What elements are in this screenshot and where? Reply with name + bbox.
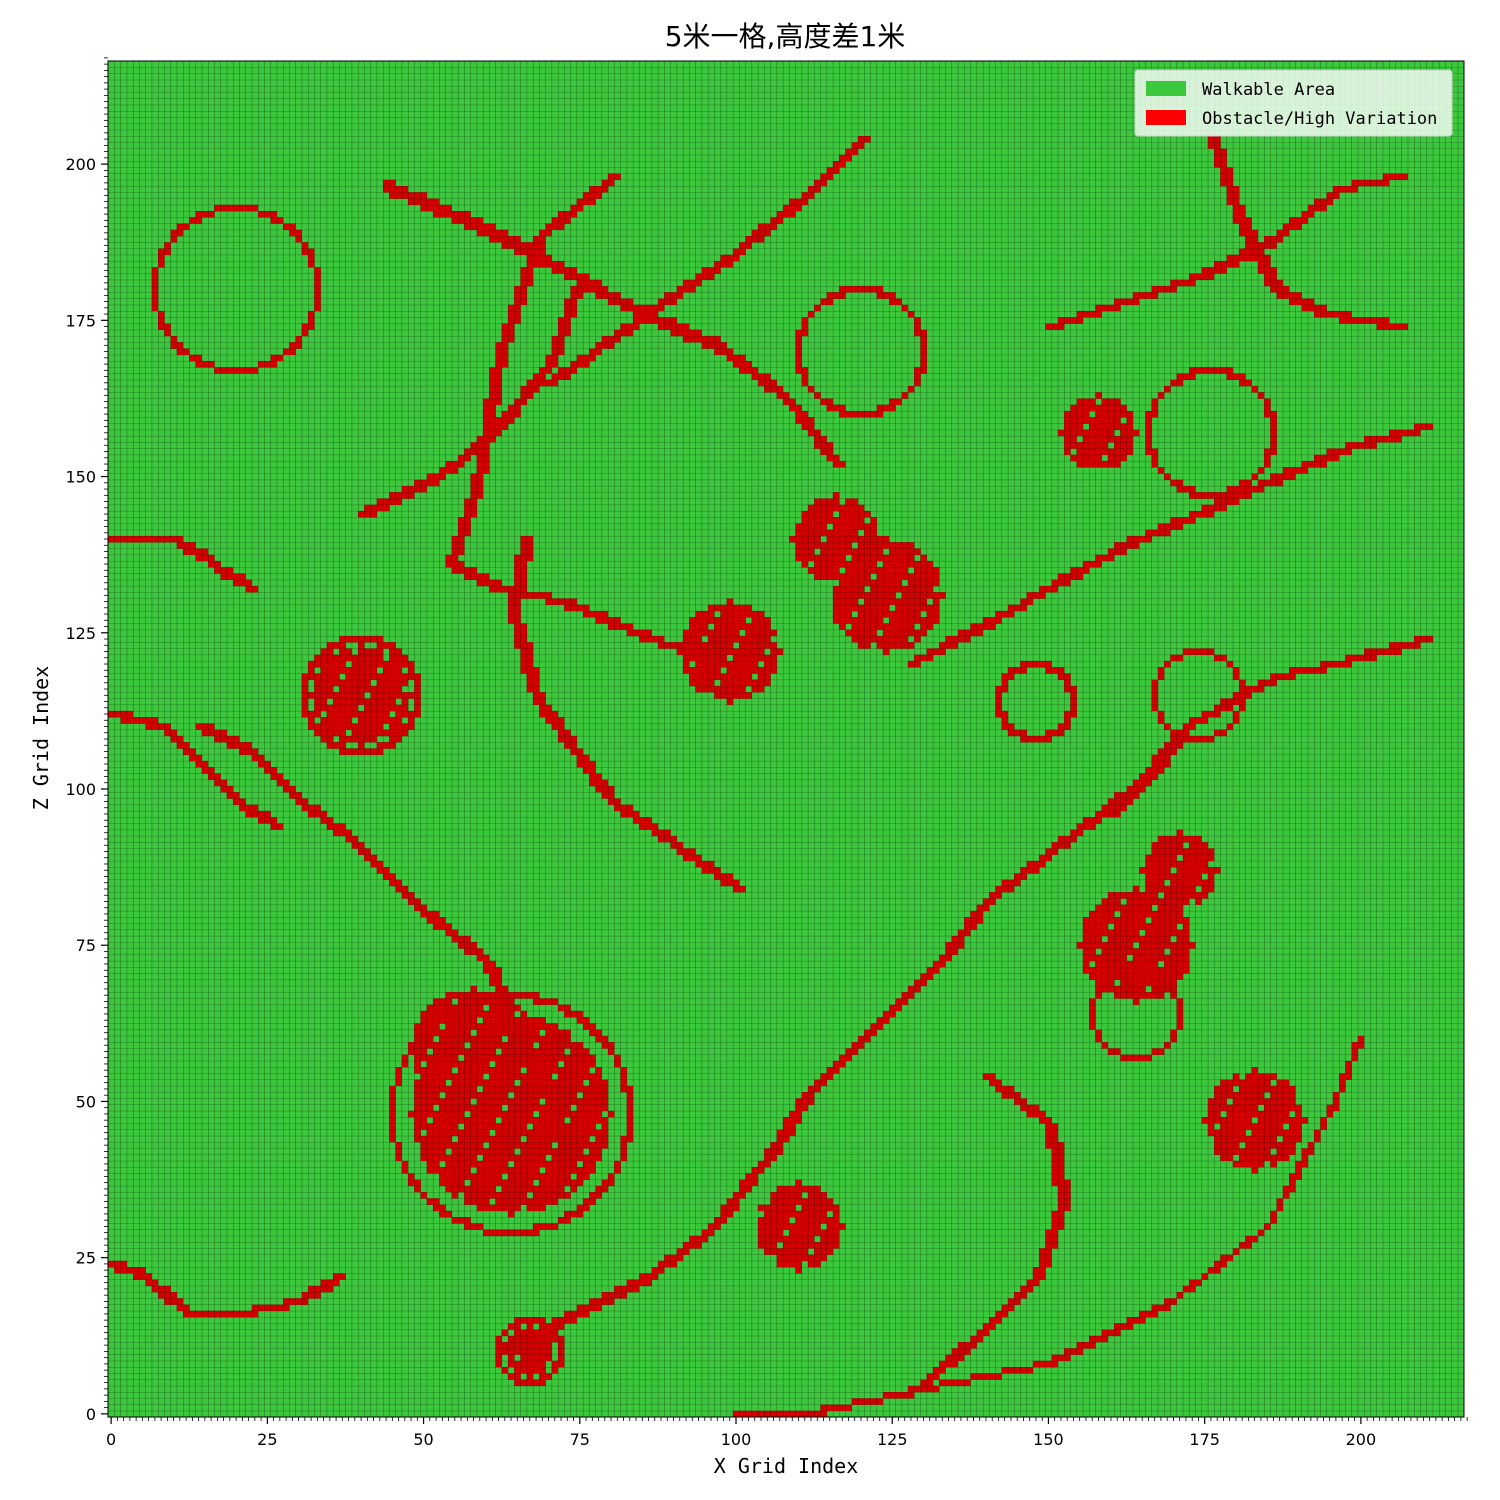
x-tick-label: 75 (570, 1430, 590, 1449)
chart-title: 5米一格,高度差1米 (665, 20, 906, 53)
x-tick-label: 100 (721, 1430, 752, 1449)
plot-area (107, 60, 1465, 1418)
x-axis-ticks: 0 25 50 75 100 125 150 175 200 (106, 1417, 1468, 1449)
x-tick-label: 25 (257, 1430, 277, 1449)
x-tick-label: 200 (1346, 1430, 1377, 1449)
x-tick-label: 0 (106, 1430, 116, 1449)
x-tick-label: 150 (1033, 1430, 1064, 1449)
x-tick-label: 125 (877, 1430, 908, 1449)
x-tick-label: 175 (1189, 1430, 1220, 1449)
grid-lines (108, 61, 1464, 1417)
x-tick-label: 50 (413, 1430, 433, 1449)
